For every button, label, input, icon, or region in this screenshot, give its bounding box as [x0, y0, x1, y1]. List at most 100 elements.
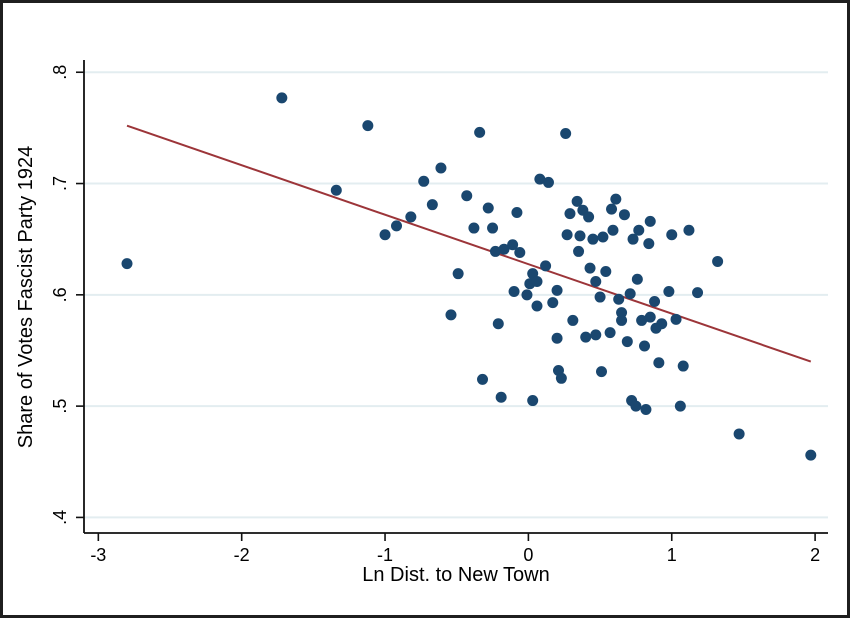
y-tick-label: .7: [50, 176, 70, 191]
data-point: [527, 395, 539, 407]
data-point: [487, 222, 499, 234]
data-point: [564, 208, 576, 220]
data-point: [656, 318, 668, 330]
data-point: [276, 92, 288, 104]
data-point: [596, 366, 608, 378]
data-point: [587, 233, 599, 245]
data-point: [468, 222, 480, 234]
data-point: [649, 296, 661, 308]
data-point: [482, 202, 494, 214]
data-point: [452, 268, 464, 280]
data-point: [561, 229, 573, 241]
data-point: [418, 175, 430, 187]
data-point: [495, 391, 507, 403]
data-point: [670, 313, 682, 325]
data-point: [590, 275, 602, 287]
data-point: [461, 190, 473, 202]
data-point: [542, 176, 554, 188]
data-point: [630, 400, 642, 412]
axes: .4 .5 .6 .7 .8 -3 -2 -1 0 1 2: [50, 60, 828, 565]
data-point: [639, 340, 651, 352]
data-point: [616, 314, 628, 326]
x-tick-label: -2: [234, 545, 250, 565]
data-point: [121, 258, 133, 270]
data-point: [514, 247, 526, 259]
data-point: [633, 224, 645, 236]
data-point: [531, 300, 543, 312]
data-point: [621, 336, 633, 348]
data-point: [521, 289, 533, 301]
data-point: [584, 262, 596, 274]
data-point: [590, 329, 602, 341]
data-point: [498, 243, 510, 255]
data-point: [674, 400, 686, 412]
data-point: [606, 203, 618, 215]
fit-line-layer: [126, 124, 812, 363]
data-point: [330, 184, 342, 196]
data-point: [604, 327, 616, 339]
y-tick-label: .5: [50, 399, 70, 414]
data-point: [551, 332, 563, 344]
x-tick-label: -1: [377, 545, 393, 565]
data-point: [477, 373, 489, 385]
data-point: [551, 284, 563, 296]
data-point: [692, 287, 704, 299]
data-point: [653, 357, 665, 369]
x-tick-label: 1: [667, 545, 677, 565]
data-point: [677, 360, 689, 372]
data-point: [573, 245, 585, 257]
data-point: [580, 331, 592, 343]
y-tick-label: .4: [50, 510, 70, 525]
data-point: [627, 233, 639, 245]
data-point: [600, 265, 612, 277]
data-point: [618, 209, 630, 221]
x-tick-label: 2: [810, 545, 820, 565]
data-point: [644, 311, 656, 323]
data-point: [624, 288, 636, 300]
data-point: [683, 224, 695, 236]
data-point: [391, 220, 403, 232]
data-point: [644, 215, 656, 227]
fit-line: [126, 124, 812, 363]
data-point: [534, 173, 546, 185]
data-point: [362, 120, 374, 132]
data-point: [643, 238, 655, 250]
data-point: [666, 229, 678, 241]
data-point: [631, 273, 643, 285]
data-point: [435, 162, 447, 174]
data-point: [508, 285, 520, 297]
data-point: [511, 206, 523, 218]
data-point: [426, 199, 438, 211]
x-tick-label: 0: [523, 545, 533, 565]
data-point: [492, 318, 504, 330]
data-point: [571, 195, 583, 207]
x-axis-title: Ln Dist. to New Town: [362, 564, 550, 586]
data-point: [640, 403, 652, 415]
data-point: [555, 372, 567, 384]
x-tick-label: -3: [90, 545, 106, 565]
data-point: [507, 239, 519, 251]
data-point: [610, 193, 622, 205]
data-point: [474, 126, 486, 138]
data-point: [540, 260, 552, 272]
data-point: [531, 275, 543, 287]
y-axis-title: Share of Votes Fascist Party 1924: [15, 146, 37, 448]
data-point: [616, 307, 628, 319]
data-point: [405, 211, 417, 223]
data-point: [636, 314, 648, 326]
data-point: [712, 255, 724, 267]
data-point: [733, 428, 745, 440]
data-point: [597, 231, 609, 243]
gridlines: [84, 71, 828, 519]
data-point: [379, 229, 391, 241]
data-point: [663, 285, 675, 297]
data-point: [607, 224, 619, 236]
data-point: [489, 245, 501, 257]
data-point: [567, 314, 579, 326]
y-tick-label: .6: [50, 287, 70, 302]
data-point: [594, 291, 606, 303]
data-point: [583, 211, 595, 223]
data-point: [574, 230, 586, 242]
y-tick-label: .8: [50, 65, 70, 80]
scatter-points-layer: [121, 92, 817, 461]
